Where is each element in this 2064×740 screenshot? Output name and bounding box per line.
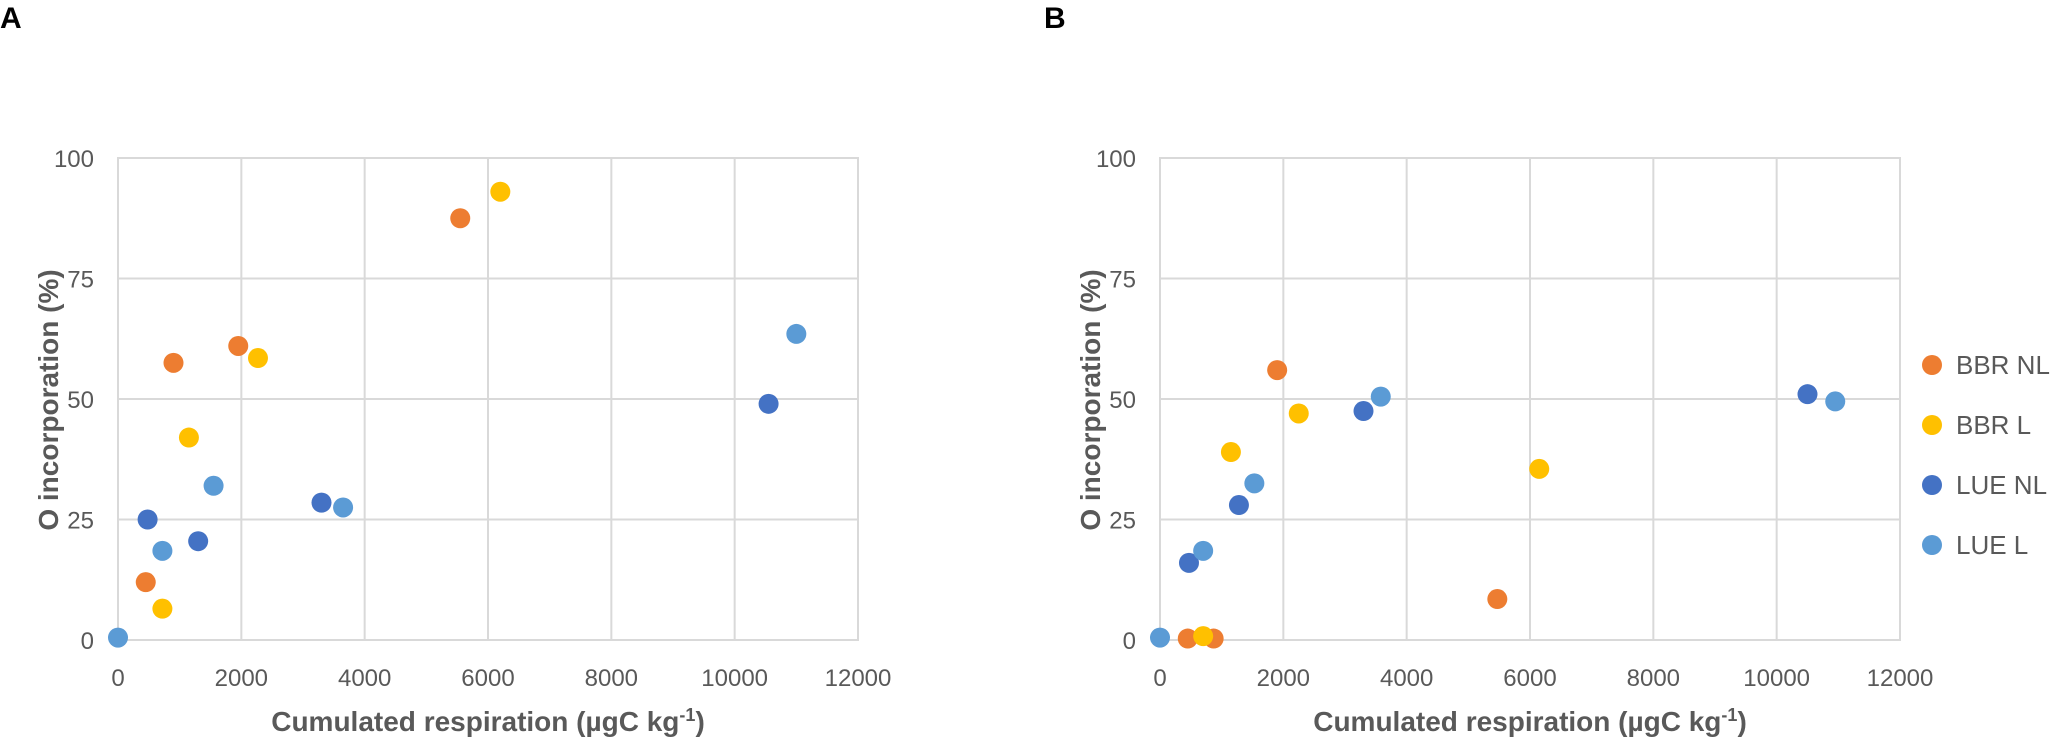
panel-a-x-tick-label: 10000 (701, 665, 768, 692)
panel-a-point-lue-nl (188, 531, 209, 552)
panel-b-y-tick-label: 50 (1109, 387, 1136, 414)
panel-a-x-axis-title: Cumulated respiration (µgC kg-1) (271, 705, 705, 737)
panel-b-y-axis-title: O incorporation (%) (1075, 269, 1106, 530)
legend-marker-lue-nl (1922, 475, 1942, 495)
panel-b-point-bbr-l (1193, 626, 1214, 647)
legend-label-lue-nl: LUE NL (1956, 470, 2047, 500)
panel-a-plot-frame (117, 157, 859, 641)
panel-a-point-lue-l (786, 323, 807, 344)
panel-b-x-axis-title: Cumulated respiration (µgC kg-1) (1313, 705, 1747, 737)
panel-b-point-lue-l (1825, 391, 1846, 412)
panel-a-point-lue-l (203, 475, 224, 496)
panel-b-point-lue-nl (1178, 552, 1199, 573)
panel-a-x-tick-label: 8000 (585, 665, 638, 692)
panel-a-ticks: 0 2000 4000 6000 8000 10000 12000 0 25 50 75 100 (54, 146, 891, 692)
panel-a-point-lue-l (152, 540, 173, 561)
panel-a-point-lue-nl (311, 492, 332, 513)
panel-b-legend: BBR NL BBR L LUE NL LUE L (1922, 350, 2050, 560)
panel-b-point-lue-nl (1797, 384, 1818, 405)
panel-a-label: A (0, 2, 22, 35)
panel-a-point-bbr-nl (450, 208, 471, 229)
panel-b-points (1150, 360, 1846, 649)
panel-a-y-axis-title: O incorporation (%) (33, 269, 64, 530)
legend-marker-bbr-l (1922, 415, 1942, 435)
panel-a-y-tick-label: 0 (81, 628, 94, 655)
panel-b-point-lue-l (1370, 386, 1391, 407)
panel-b-point-bbr-l (1529, 458, 1550, 479)
panel-b-point-bbr-l (1288, 403, 1309, 424)
panel-a: A 0 2000 4000 6000 8000 10000 120000255075100 … (0, 2, 891, 737)
panel-a-point-bbr-l (152, 598, 173, 619)
legend-label-bbr-nl: BBR NL (1956, 350, 2050, 380)
panel-b-y-tick-label: 0 (1123, 628, 1136, 655)
panel-b-label: B (1044, 2, 1066, 35)
panel-a-x-tick-label: 4000 (338, 665, 391, 692)
panel-b-x-tick-label: 0 (1153, 665, 1166, 692)
panel-b-x-tick-label: 10000 (1743, 665, 1810, 692)
panel-b-plot-frame (1159, 157, 1901, 641)
panel-a-point-lue-l (333, 497, 354, 518)
panel-a-point-bbr-l (178, 427, 199, 448)
panel-b-y-tick-label: 100 (1096, 146, 1136, 173)
panel-a-point-bbr-l (490, 181, 511, 202)
panel-a-points (108, 181, 807, 648)
panel-b-x-tick-label: 6000 (1503, 665, 1556, 692)
panel-a-point-bbr-nl (163, 352, 184, 373)
panel-a-y-tick-label: 25 (67, 508, 94, 535)
panel-b: B 0 2000 4000 6000 8000 10000 120000255075100 … (1044, 2, 2050, 737)
panel-b-point-bbr-nl (1177, 628, 1198, 649)
panel-b-point-bbr-l (1220, 442, 1241, 463)
panel-b-x-tick-label: 4000 (1380, 665, 1433, 692)
panel-a-x-tick-label: 2000 (215, 665, 268, 692)
panel-a-point-lue-nl (137, 509, 158, 530)
panel-a-point-lue-l (108, 627, 128, 648)
panel-a-point-bbr-nl (135, 572, 156, 593)
legend-marker-lue-l (1922, 535, 1942, 555)
panel-b-point-lue-l (1244, 473, 1265, 494)
panel-a-grid (117, 157, 859, 641)
panel-a-y-tick-label: 100 (54, 146, 94, 173)
panel-b-point-lue-l (1193, 540, 1214, 561)
panel-a-y-tick-label: 75 (67, 267, 94, 294)
panel-b-grid (1159, 157, 1901, 641)
panel-b-point-lue-l (1150, 627, 1170, 648)
legend-label-bbr-l: BBR L (1956, 410, 2031, 440)
panel-b-ticks: 0 2000 4000 6000 8000 10000 12000 0 25 50 75 100 (1096, 146, 1933, 692)
panel-b-point-bbr-nl (1487, 589, 1508, 610)
panel-b-y-tick-label: 25 (1109, 508, 1136, 535)
panel-b-y-tick-label: 75 (1109, 267, 1136, 294)
panel-b-x-tick-label: 2000 (1257, 665, 1310, 692)
panel-a-point-lue-nl (758, 393, 779, 414)
panel-a-x-tick-label: 12000 (825, 665, 892, 692)
panel-a-point-bbr-nl (228, 335, 249, 356)
panel-a-x-tick-label: 6000 (461, 665, 514, 692)
panel-b-point-lue-nl (1228, 495, 1249, 516)
panel-b-x-tick-label: 8000 (1627, 665, 1680, 692)
legend-label-lue-l: LUE L (1956, 530, 2028, 560)
legend-marker-bbr-nl (1922, 355, 1942, 375)
panel-a-point-bbr-l (247, 348, 268, 369)
panel-a-x-tick-label: 0 (111, 665, 124, 692)
panel-a-y-tick-label: 50 (67, 387, 94, 414)
panel-b-point-bbr-nl (1267, 360, 1288, 381)
panel-b-x-tick-label: 12000 (1867, 665, 1934, 692)
panel-b-point-lue-nl (1353, 401, 1374, 422)
